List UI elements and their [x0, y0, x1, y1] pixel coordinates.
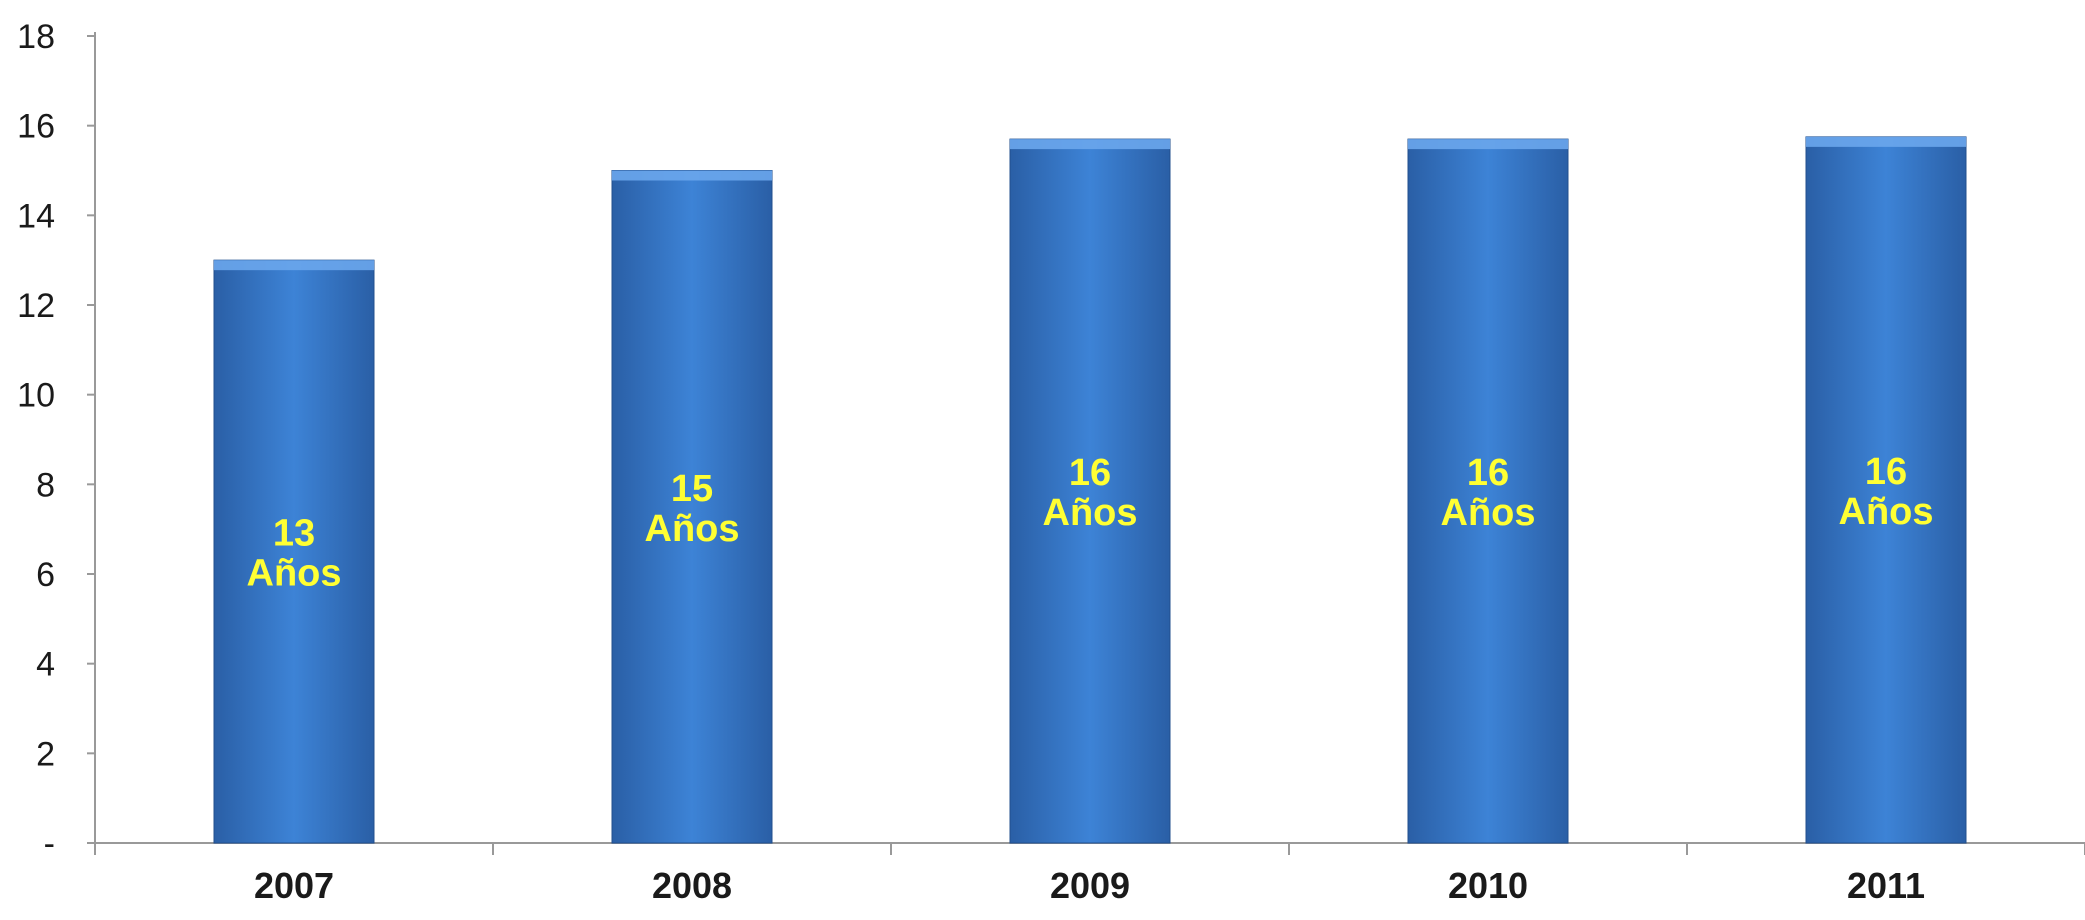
bar-unit-label: Años	[247, 553, 342, 595]
bar-unit-label: Años	[1441, 492, 1536, 534]
y-tick-label: 10	[17, 377, 55, 415]
bar-value-label: 16	[1467, 452, 1509, 494]
bar-value-label: 13	[273, 513, 315, 555]
bar-top-highlight	[1408, 139, 1568, 150]
y-tick-label: 4	[36, 646, 55, 684]
bar-value-label: 16	[1865, 451, 1907, 493]
y-tick-label: 8	[36, 466, 55, 504]
x-tick-label: 2007	[254, 865, 334, 906]
bars	[213, 136, 1967, 844]
x-tick-label: 2009	[1050, 865, 1130, 906]
bar	[1407, 138, 1569, 844]
y-tick-label: 16	[17, 108, 55, 146]
y-tick-label: 18	[17, 18, 55, 56]
x-tick-label: 2010	[1448, 865, 1528, 906]
bar-unit-label: Años	[645, 508, 740, 550]
y-tick-label: 14	[17, 197, 55, 235]
bar-value-label: 16	[1069, 452, 1111, 494]
x-tick-label: 2011	[1847, 865, 1925, 906]
y-tick-label: -	[44, 825, 55, 863]
bar	[213, 259, 375, 844]
bar	[1805, 136, 1967, 844]
bar	[611, 170, 773, 844]
y-tick-label: 2	[36, 735, 55, 773]
bar-top-highlight	[612, 170, 772, 181]
y-tick-label: 6	[36, 556, 55, 594]
x-axis: 2007 2008 2009 2010 2011	[94, 842, 2085, 906]
y-axis: - 2 4 6 8 10 12 14 16 18	[17, 18, 96, 863]
x-tick-label: 2008	[652, 865, 732, 906]
y-tick-label: 12	[17, 287, 55, 325]
bar-unit-label: Años	[1839, 491, 1934, 533]
bar-unit-label: Años	[1043, 492, 1138, 534]
bar-value-label: 15	[671, 468, 713, 510]
bar	[1009, 138, 1171, 844]
bar-top-highlight	[1010, 139, 1170, 150]
bar-top-highlight	[214, 260, 374, 271]
bar-top-highlight	[1806, 136, 1966, 147]
